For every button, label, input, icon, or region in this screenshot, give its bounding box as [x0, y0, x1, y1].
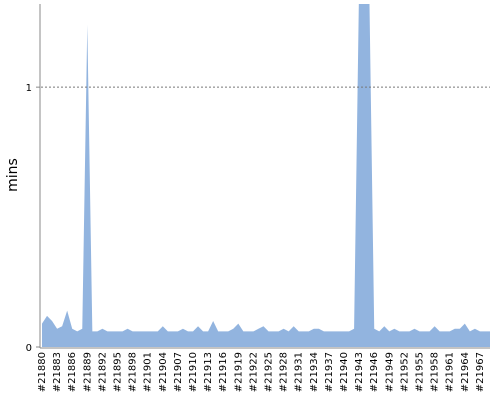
x-tick-label: #21892: [97, 352, 108, 392]
x-tick-label: #21952: [399, 352, 410, 392]
x-tick-label: #21961: [445, 352, 456, 392]
x-tick-label: #21907: [173, 352, 184, 392]
x-tick-label: #21910: [188, 352, 199, 392]
x-tick-label: #21937: [324, 352, 335, 392]
x-tick-label: #21895: [113, 352, 124, 392]
x-tick-label: #21943: [354, 352, 365, 392]
x-tick-label: #21955: [415, 352, 426, 392]
x-tick-label: #21958: [430, 352, 441, 392]
x-tick-label: #21934: [309, 352, 320, 392]
x-tick-label: #21931: [294, 352, 305, 392]
x-tick-label: #21964: [460, 352, 471, 392]
x-tick-label: #21967: [475, 352, 486, 392]
x-tick-label: #21880: [37, 352, 48, 392]
x-tick-label: #21925: [264, 352, 275, 392]
x-tick-label: #21949: [384, 352, 395, 392]
x-tick-label: #21916: [218, 352, 229, 392]
x-tick-label: #21946: [369, 352, 380, 392]
x-tick-label: #21901: [143, 352, 154, 392]
x-tick-label: #21913: [203, 352, 214, 392]
y-tick-label: 1: [26, 83, 32, 94]
y-axis-label: mins: [5, 158, 21, 192]
x-tick-label: #21889: [82, 352, 93, 392]
area: [42, 4, 490, 347]
x-tick-label: #21886: [67, 352, 78, 392]
x-tick-label: #21919: [233, 352, 244, 392]
x-tick-label: #21922: [248, 352, 259, 392]
x-tick-label: #21883: [52, 352, 63, 392]
x-tick-label: #21904: [158, 352, 169, 392]
x-tick-label: #21940: [339, 352, 350, 392]
y-tick-label: 0: [26, 343, 32, 354]
x-tick-label: #21928: [279, 352, 290, 392]
x-tick-label: #21898: [128, 352, 139, 392]
